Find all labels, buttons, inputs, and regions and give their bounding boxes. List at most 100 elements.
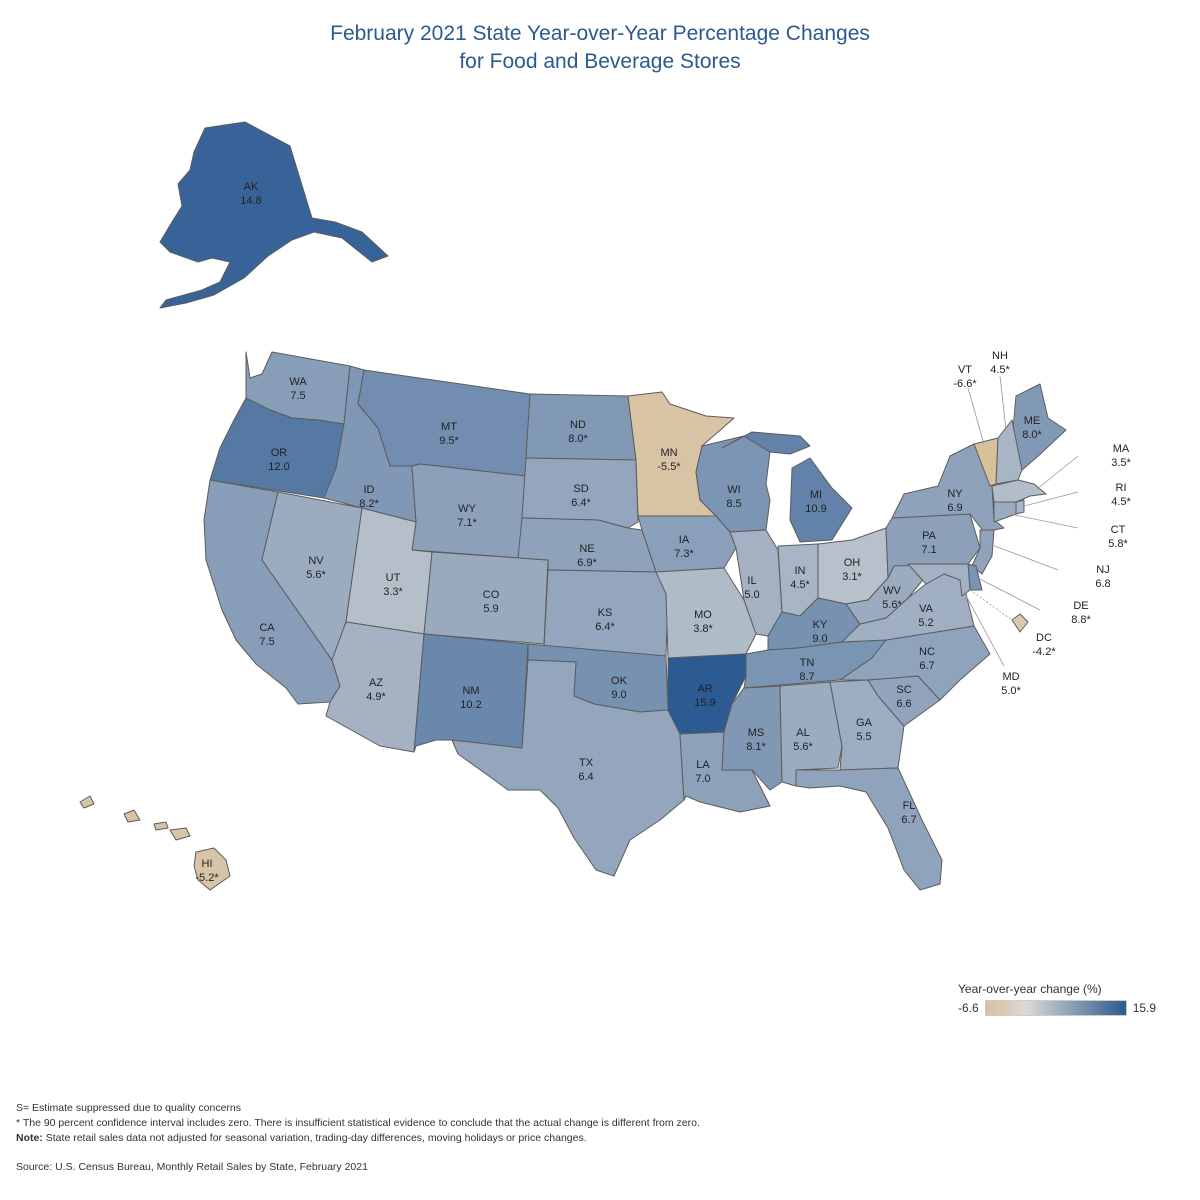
title-line-1: February 2021 State Year-over-Year Perce… [330, 22, 870, 45]
map-title: February 2021 State Year-over-Year Perce… [0, 20, 1200, 76]
legend-scale: -6.6 15.9 [958, 1000, 1158, 1016]
state-label-nj: NJ [1096, 564, 1109, 576]
state-value-wa: 7.5 [290, 390, 305, 402]
state-label-or: OR [271, 447, 288, 459]
state-label-nm: NM [462, 685, 479, 697]
legend-color-bar [984, 1000, 1127, 1016]
state-value-nm: 10.2 [460, 699, 481, 711]
state-value-ms: 8.1* [746, 741, 766, 753]
state-value-tx: 6.4 [578, 771, 593, 783]
state-value-ut: 3.3* [383, 586, 403, 598]
state-label-md: MD [1002, 671, 1019, 683]
state-label-nv: NV [308, 555, 324, 567]
state-label-ks: KS [598, 607, 613, 619]
state-label-in: IN [795, 565, 806, 577]
state-MI[interactable] [721, 431, 853, 543]
state-value-ia: 7.3* [674, 548, 694, 560]
state-label-fl: FL [903, 800, 916, 812]
state-label-wy: WY [458, 503, 476, 515]
state-label-ak: AK [244, 181, 259, 193]
state-label-me: ME [1024, 415, 1041, 427]
state-MD[interactable] [907, 563, 971, 597]
leader-md [963, 591, 1005, 667]
state-CT[interactable] [993, 501, 1017, 523]
leader-nj [991, 544, 1059, 571]
state-label-ia: IA [679, 534, 690, 546]
state-HI[interactable] [79, 795, 231, 891]
state-value-pa: 7.1 [921, 544, 936, 556]
state-value-ne: 6.9* [577, 557, 597, 569]
state-value-ky: 9.0 [812, 633, 827, 645]
state-value-tn: 8.7 [799, 671, 814, 683]
state-value-ks: 6.4* [595, 621, 615, 633]
state-RI[interactable] [1015, 499, 1025, 515]
state-value-ok: 9.0 [611, 689, 626, 701]
state-value-ca: 7.5 [259, 636, 274, 648]
state-AK[interactable] [159, 121, 389, 309]
state-label-de: DE [1073, 600, 1088, 612]
note-text: State retail sales data not adjusted for… [42, 1132, 587, 1144]
state-value-il: 5.0 [744, 589, 759, 601]
state-value-mn: -5.5* [657, 461, 681, 473]
state-value-wy: 7.1* [457, 517, 477, 529]
footnote-confidence: * The 90 percent confidence interval inc… [16, 1117, 700, 1129]
state-label-ne: NE [579, 543, 594, 555]
leader-ct [1009, 513, 1079, 529]
title-line-2: for Food and Beverage Stores [459, 50, 741, 73]
state-label-ut: UT [386, 572, 401, 584]
state-label-wi: WI [727, 484, 740, 496]
leader-vt [967, 387, 985, 445]
state-label-mn: MN [660, 447, 677, 459]
state-value-ri: 4.5* [1111, 496, 1131, 508]
state-value-az: 4.9* [366, 691, 386, 703]
state-label-nd: ND [570, 419, 586, 431]
state-value-ny: 6.9 [947, 502, 962, 514]
state-value-wv: 5.6* [882, 599, 902, 611]
state-value-ar: 15.9 [694, 697, 715, 709]
state-label-tx: TX [579, 757, 594, 769]
state-ME[interactable] [1011, 383, 1067, 471]
state-value-wi: 8.5 [726, 498, 741, 510]
state-label-ma: MA [1113, 443, 1130, 455]
state-NH[interactable] [995, 419, 1023, 485]
state-label-mt: MT [441, 421, 457, 433]
state-value-mt: 9.5* [439, 435, 459, 447]
state-label-sc: SC [896, 684, 911, 696]
legend-title: Year-over-year change (%) [958, 982, 1102, 996]
state-NM[interactable] [413, 633, 529, 753]
state-value-ma: 3.5* [1111, 457, 1131, 469]
state-value-co: 5.9 [483, 603, 498, 615]
state-value-dc: -4.2* [1032, 646, 1056, 658]
state-value-or: 12.0 [268, 461, 289, 473]
state-FL[interactable] [795, 767, 943, 891]
note-label: Note: [16, 1132, 43, 1144]
leader-de [977, 577, 1041, 611]
state-label-la: LA [696, 759, 710, 771]
state-value-me: 8.0* [1022, 429, 1042, 441]
state-value-nj: 6.8 [1095, 578, 1110, 590]
state-MO[interactable] [655, 567, 757, 659]
state-label-hi: HI [202, 858, 213, 870]
state-label-ms: MS [748, 727, 765, 739]
state-label-az: AZ [369, 677, 383, 689]
state-value-oh: 3.1* [842, 571, 862, 583]
state-value-sd: 6.4* [571, 497, 591, 509]
state-TX[interactable] [451, 659, 685, 877]
state-label-ky: KY [813, 619, 828, 631]
state-label-nh: NH [992, 350, 1008, 362]
state-value-ct: 5.8* [1108, 538, 1128, 550]
state-value-nc: 6.7 [919, 660, 934, 672]
state-label-pa: PA [922, 530, 937, 542]
state-label-al: AL [796, 727, 809, 739]
legend-max-label: 15.9 [1132, 1001, 1157, 1015]
state-label-mo: MO [694, 609, 712, 621]
state-NJ[interactable] [971, 529, 995, 575]
leader-nh [999, 375, 1007, 431]
state-label-co: CO [483, 589, 500, 601]
legend-min-label: -6.6 [958, 1001, 979, 1015]
state-label-wv: WV [883, 585, 901, 597]
state-value-ga: 5.5 [856, 731, 871, 743]
state-value-id: 8.2* [359, 498, 379, 510]
state-DC[interactable] [1011, 613, 1029, 633]
state-value-ak: 14.8 [240, 195, 261, 207]
